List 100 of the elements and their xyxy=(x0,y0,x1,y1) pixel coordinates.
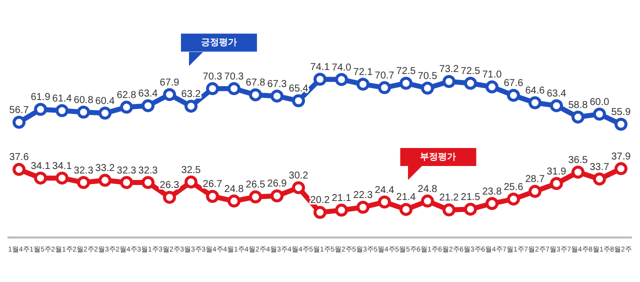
data-label: 34.1 xyxy=(52,160,72,172)
data-label: 24.8 xyxy=(224,184,244,195)
point xyxy=(249,88,262,102)
data-label: 26.9 xyxy=(267,178,288,190)
point xyxy=(56,172,69,185)
data-label: 21.5 xyxy=(460,192,481,203)
point xyxy=(249,190,262,204)
point xyxy=(356,78,370,91)
point xyxy=(120,176,134,190)
point xyxy=(614,162,628,176)
point xyxy=(550,177,563,190)
point xyxy=(378,196,391,209)
data-label: 21.2 xyxy=(439,192,460,204)
data-label: 73.2 xyxy=(439,64,460,76)
data-label: 32.5 xyxy=(181,164,202,176)
point xyxy=(98,174,112,187)
point xyxy=(571,166,584,179)
point xyxy=(592,172,606,186)
point xyxy=(592,108,606,121)
point xyxy=(399,202,412,216)
point xyxy=(12,116,26,129)
data-label: 36.5 xyxy=(568,154,588,166)
data-label: 26.3 xyxy=(160,180,180,192)
point xyxy=(614,118,628,131)
data-label: 55.9 xyxy=(611,106,632,118)
data-label: 70.5 xyxy=(418,70,438,82)
data-label: 70.7 xyxy=(374,70,395,82)
point xyxy=(184,176,198,189)
data-label: 60.4 xyxy=(95,96,116,107)
point xyxy=(314,72,326,86)
data-label: 65.4 xyxy=(288,84,309,95)
point xyxy=(506,88,520,102)
data-label: 72.5 xyxy=(460,66,481,77)
data-label: 63.4 xyxy=(138,88,158,100)
data-label: 70.3 xyxy=(202,71,223,82)
data-label: 33.2 xyxy=(95,163,116,174)
point xyxy=(506,192,520,206)
data-label: 74.0 xyxy=(332,62,352,74)
data-label: 32.3 xyxy=(116,165,137,176)
data-label: 32.3 xyxy=(74,165,94,176)
point xyxy=(528,96,542,110)
point xyxy=(550,99,563,112)
data-label: 71.0 xyxy=(482,70,502,81)
data-label: 72.1 xyxy=(353,66,374,78)
data-label: 30.2 xyxy=(288,170,309,182)
point xyxy=(12,162,26,176)
data-label: 60.8 xyxy=(74,94,94,106)
point xyxy=(292,181,305,194)
data-label: 62.8 xyxy=(116,90,137,101)
data-label: 37.9 xyxy=(611,151,632,162)
data-label: 63.4 xyxy=(546,88,567,100)
data-label: 67.3 xyxy=(267,78,288,90)
point xyxy=(120,100,134,114)
data-label: 64.6 xyxy=(525,85,546,96)
point xyxy=(485,80,498,94)
point xyxy=(270,189,284,202)
point xyxy=(228,82,241,96)
point xyxy=(228,194,241,208)
data-label: 74.1 xyxy=(310,62,330,74)
data-label: 33.7 xyxy=(590,162,610,173)
point xyxy=(206,190,220,203)
data-label: 23.8 xyxy=(482,186,502,198)
point xyxy=(335,204,348,217)
data-label: 24.4 xyxy=(374,184,395,196)
point xyxy=(442,203,456,216)
point xyxy=(292,94,305,108)
data-label: 37.6 xyxy=(9,152,30,164)
data-label: 24.8 xyxy=(418,184,438,195)
data-label: 58.8 xyxy=(568,100,588,111)
text: 긍정평가 xyxy=(200,38,237,48)
point xyxy=(56,104,69,118)
point xyxy=(163,190,176,204)
point xyxy=(77,106,90,119)
point xyxy=(98,106,112,120)
data-label: 34.1 xyxy=(30,160,51,172)
data-label: 67.9 xyxy=(160,77,180,88)
point xyxy=(528,184,542,198)
data-label: 63.2 xyxy=(181,88,202,100)
point xyxy=(464,76,477,90)
text: 부정평가 xyxy=(420,152,456,162)
data-label: 60.0 xyxy=(590,96,610,108)
data-label: 25.6 xyxy=(504,182,524,193)
point xyxy=(142,99,155,112)
data-label: 31.9 xyxy=(546,166,567,178)
point xyxy=(485,197,498,210)
point xyxy=(184,100,198,113)
data-label: 70.3 xyxy=(224,71,244,82)
point xyxy=(464,202,477,216)
point xyxy=(34,172,48,185)
point xyxy=(335,73,348,86)
point xyxy=(420,194,434,208)
data-label: 67.6 xyxy=(504,78,524,90)
point xyxy=(77,176,90,190)
data-label: 61.9 xyxy=(30,92,51,104)
data-label: 26.5 xyxy=(246,180,266,191)
point xyxy=(34,102,48,116)
data-label: 26.7 xyxy=(202,179,223,190)
data-label: 56.7 xyxy=(9,105,30,116)
point xyxy=(378,81,391,94)
point xyxy=(420,82,434,95)
